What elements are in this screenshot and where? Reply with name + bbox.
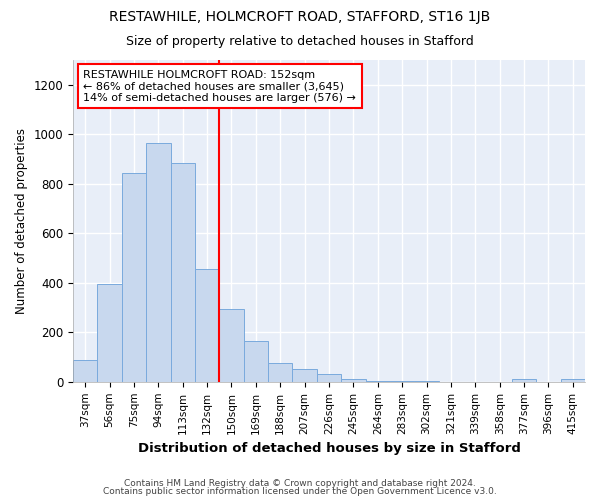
Bar xyxy=(122,172,146,382)
Bar xyxy=(97,284,122,382)
Bar xyxy=(220,309,244,382)
Bar xyxy=(365,380,390,382)
X-axis label: Distribution of detached houses by size in Stafford: Distribution of detached houses by size … xyxy=(137,442,520,455)
Bar xyxy=(292,370,317,382)
Text: Size of property relative to detached houses in Stafford: Size of property relative to detached ho… xyxy=(126,35,474,48)
Text: Contains public sector information licensed under the Open Government Licence v3: Contains public sector information licen… xyxy=(103,487,497,496)
Bar xyxy=(73,360,97,382)
Text: RESTAWHILE, HOLMCROFT ROAD, STAFFORD, ST16 1JB: RESTAWHILE, HOLMCROFT ROAD, STAFFORD, ST… xyxy=(109,10,491,24)
Bar xyxy=(195,269,220,382)
Y-axis label: Number of detached properties: Number of detached properties xyxy=(15,128,28,314)
Bar xyxy=(268,364,292,382)
Bar xyxy=(146,143,170,382)
Bar xyxy=(341,380,365,382)
Bar xyxy=(560,380,585,382)
Bar xyxy=(244,341,268,382)
Bar xyxy=(317,374,341,382)
Text: Contains HM Land Registry data © Crown copyright and database right 2024.: Contains HM Land Registry data © Crown c… xyxy=(124,478,476,488)
Bar xyxy=(512,380,536,382)
Text: RESTAWHILE HOLMCROFT ROAD: 152sqm
← 86% of detached houses are smaller (3,645)
1: RESTAWHILE HOLMCROFT ROAD: 152sqm ← 86% … xyxy=(83,70,356,103)
Bar xyxy=(170,162,195,382)
